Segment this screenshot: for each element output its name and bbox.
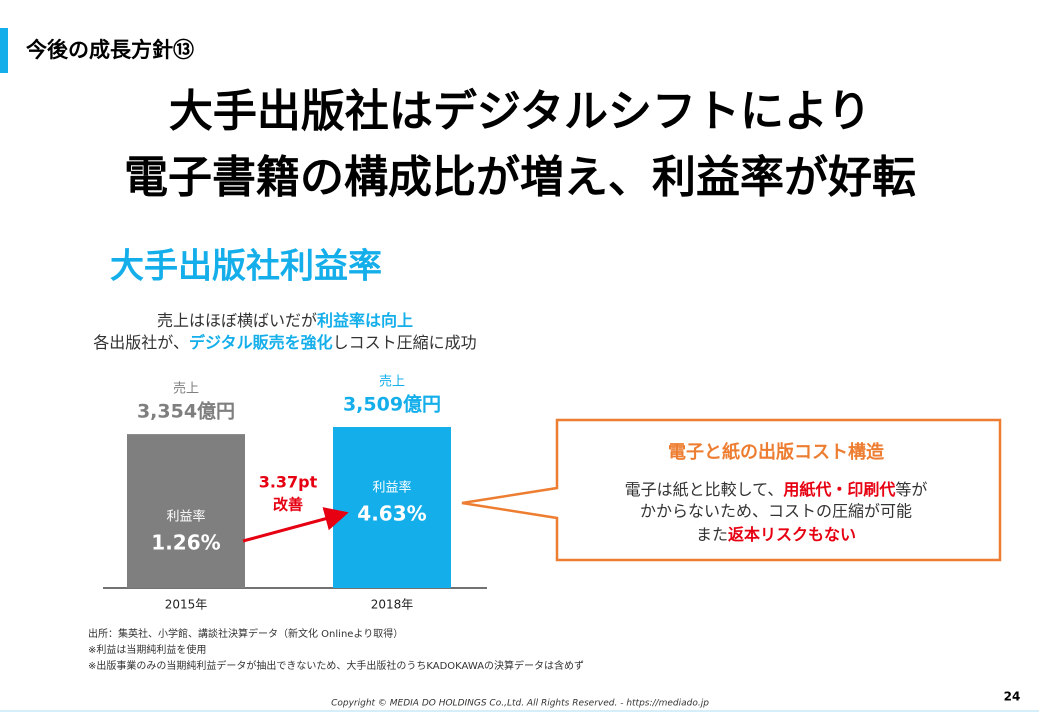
source-note: ※出版事業のみの当期純利益データが抽出できないため、大手出版社のうちKADOKA… bbox=[88, 659, 584, 672]
annotation-label: 3.37pt bbox=[259, 473, 318, 492]
title-line: 電子書籍の構成比が増え、利益率が好転 bbox=[124, 152, 916, 203]
text: 等が bbox=[895, 480, 927, 499]
series-label: 売上 bbox=[173, 381, 199, 397]
bar bbox=[333, 427, 451, 588]
rate-label: 1.26% bbox=[151, 531, 220, 555]
subtitle: 売上はほぼ横ばいだが利益率は向上 bbox=[157, 311, 413, 330]
x-tick-label: 2015年 bbox=[165, 598, 208, 612]
source-note: ※利益は当期純利益を使用 bbox=[88, 643, 206, 656]
series-label: 売上 bbox=[379, 374, 405, 390]
bar bbox=[127, 434, 245, 588]
callout-line: かからないため、コストの圧縮が可能 bbox=[640, 502, 912, 521]
rate-name: 利益率 bbox=[372, 480, 411, 496]
copyright: Copyright © MEDIA DO HOLDINGS Co.,Ltd. A… bbox=[331, 699, 709, 709]
rate-label: 4.63% bbox=[357, 502, 426, 526]
text: また bbox=[696, 525, 728, 544]
highlight: 用紙代・印刷代 bbox=[783, 480, 895, 499]
source-note: 出所：集英社、小学館、講談社決算データ（新文化 Onlineより取得） bbox=[88, 627, 403, 640]
value-label: 3,354億円 bbox=[137, 400, 235, 423]
highlight: 利益率は向上 bbox=[317, 311, 413, 330]
callout-line: 電子は紙と比較して、用紙代・印刷代等が bbox=[625, 480, 928, 499]
callout-box bbox=[461, 418, 1002, 562]
accent-bar bbox=[0, 28, 8, 73]
page-number: 24 bbox=[1004, 690, 1021, 704]
callout-title: 電子と紙の出版コスト構造 bbox=[668, 441, 884, 463]
text: しコスト圧縮に成功 bbox=[333, 333, 477, 352]
text: 売上はほぼ横ばいだが bbox=[157, 311, 317, 330]
annotation-text: 改善 bbox=[273, 496, 303, 514]
chart-title: 大手出版社利益率 bbox=[110, 247, 382, 287]
text: 各出版社が、 bbox=[93, 333, 189, 352]
title-line: 大手出版社はデジタルシフトにより bbox=[169, 86, 871, 137]
callout-line: また返本リスクもない bbox=[696, 525, 856, 544]
highlight: 返本リスクもない bbox=[728, 525, 856, 544]
text: 電子は紙と比較して、 bbox=[625, 480, 784, 499]
subtitle: 各出版社が、デジタル販売を強化しコスト圧縮に成功 bbox=[93, 333, 476, 352]
section-title: 今後の成長方針⑬ bbox=[26, 38, 194, 62]
x-tick-label: 2018年 bbox=[371, 598, 414, 612]
value-label: 3,509億円 bbox=[343, 393, 441, 416]
improvement-arrow bbox=[242, 507, 349, 543]
rate-name: 利益率 bbox=[166, 509, 205, 525]
highlight: デジタル販売を強化 bbox=[189, 333, 333, 352]
